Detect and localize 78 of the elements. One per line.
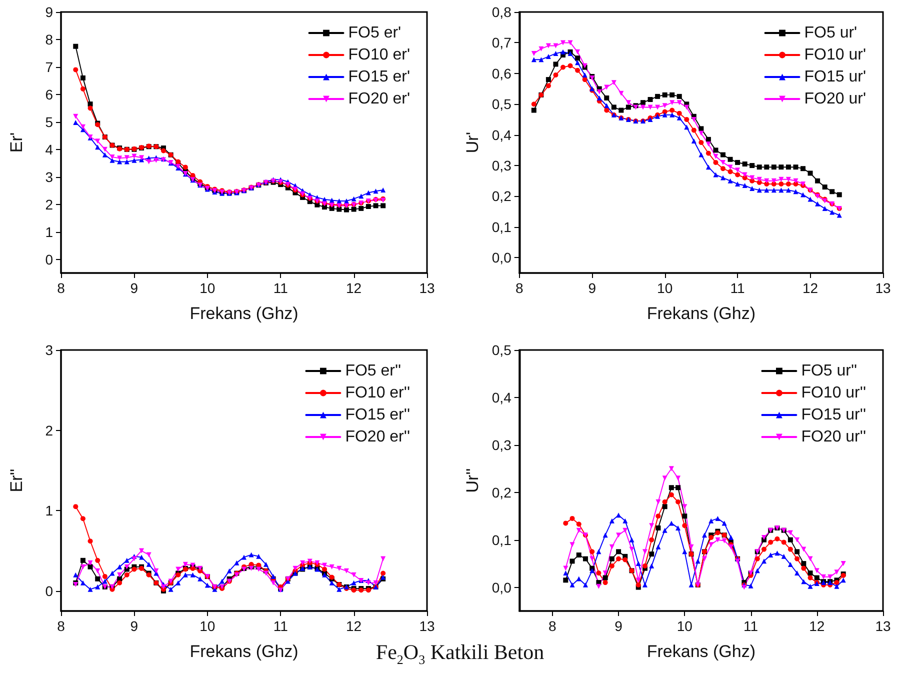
x-tick-label: 13 bbox=[419, 618, 435, 634]
y-tick-label: 7 bbox=[45, 58, 54, 75]
x-tick-label: 10 bbox=[657, 280, 673, 296]
legend-label: FO20 ur'' bbox=[801, 428, 866, 446]
x-tick-label: 9 bbox=[130, 618, 138, 634]
y-tick-label: 8 bbox=[45, 31, 54, 48]
y-tick-label: 0,1 bbox=[492, 218, 512, 235]
x-tick-label: 9 bbox=[588, 280, 596, 296]
legend-label: FO10 ur' bbox=[804, 46, 866, 64]
y-tick-label: 0,2 bbox=[492, 484, 512, 500]
y-tick-label: 2 bbox=[45, 422, 54, 438]
x-tick-label: 11 bbox=[743, 618, 758, 634]
legend-label: FO15 ur'' bbox=[801, 406, 866, 424]
x-tick-label: 12 bbox=[802, 280, 818, 296]
y-tick-label: 5 bbox=[45, 114, 54, 130]
x-tick-label: 11 bbox=[273, 280, 288, 296]
y-tick-label: 0,0 bbox=[492, 579, 512, 596]
y-axis-title: Ur' bbox=[463, 132, 482, 154]
legend-label: FO10 ur'' bbox=[801, 384, 866, 402]
legend-label: FO5 ur'' bbox=[801, 362, 858, 380]
x-tick-label: 11 bbox=[273, 618, 288, 634]
y-tick-label: 0,6 bbox=[492, 65, 512, 82]
x-tick-label: 11 bbox=[730, 280, 746, 296]
legend-label: FO15 er'' bbox=[345, 406, 410, 424]
y-axis-title: Er'' bbox=[7, 468, 26, 492]
y-tick-label: 0,0 bbox=[492, 250, 512, 266]
x-tick-label: 13 bbox=[875, 618, 891, 634]
y-tick-label: 1 bbox=[45, 502, 54, 519]
x-axis-title: Frekans (Ghz) bbox=[646, 642, 756, 661]
y-tick-label: 0,1 bbox=[492, 532, 512, 548]
y-tick-label: 0,8 bbox=[492, 4, 512, 20]
y-tick-label: 0,2 bbox=[492, 188, 512, 204]
legend-label: FO5 er' bbox=[348, 24, 402, 42]
x-axis-title: Frekans (Ghz) bbox=[190, 642, 298, 661]
y-axis-title: Er' bbox=[7, 132, 26, 153]
x-tick-label: 9 bbox=[130, 280, 138, 296]
y-tick-label: 4 bbox=[45, 141, 54, 158]
y-axis-title: Ur'' bbox=[463, 468, 482, 493]
legend-label: FO10 er' bbox=[348, 46, 410, 64]
legend-label: FO15 er' bbox=[348, 68, 410, 86]
y-tick-label: 0,7 bbox=[492, 34, 512, 51]
x-tick-label: 10 bbox=[200, 618, 216, 634]
legend-label: FO5 er'' bbox=[345, 362, 402, 380]
y-tick-label: 0,3 bbox=[492, 436, 512, 453]
x-tick-label: 12 bbox=[346, 280, 362, 296]
x-axis-title: Frekans (Ghz) bbox=[190, 304, 298, 323]
x-tick-label: 12 bbox=[809, 618, 825, 634]
x-axis-title: Frekans (Ghz) bbox=[646, 304, 756, 323]
legend-label: FO20 ur' bbox=[804, 90, 866, 108]
x-tick-label: 8 bbox=[548, 618, 557, 634]
y-tick-label: 0,4 bbox=[492, 126, 512, 143]
legend-label: FO5 ur' bbox=[804, 24, 858, 42]
legend-label: FO15 ur' bbox=[804, 68, 866, 86]
y-tick-label: 2 bbox=[45, 196, 54, 212]
legend-label: FO20 er'' bbox=[345, 428, 410, 446]
y-tick-label: 0 bbox=[45, 251, 54, 268]
y-tick-label: 3 bbox=[45, 168, 54, 185]
y-tick-label: 1 bbox=[45, 224, 54, 240]
x-tick-label: 13 bbox=[875, 280, 891, 296]
x-tick-label: 12 bbox=[346, 618, 362, 634]
legend-label: FO20 er' bbox=[348, 90, 410, 108]
x-tick-label: 8 bbox=[57, 280, 66, 296]
y-tick-label: 0,4 bbox=[492, 389, 512, 406]
x-tick-label: 8 bbox=[57, 618, 66, 634]
x-tick-label: 13 bbox=[419, 280, 435, 296]
legend-label: FO10 er'' bbox=[345, 384, 410, 402]
y-tick-label: 0,5 bbox=[492, 96, 512, 112]
x-tick-label: 10 bbox=[200, 280, 216, 296]
x-tick-label: 8 bbox=[515, 280, 524, 296]
y-tick-label: 3 bbox=[45, 342, 54, 358]
y-tick-label: 0 bbox=[45, 582, 54, 599]
y-tick-label: 6 bbox=[45, 86, 54, 102]
y-tick-label: 9 bbox=[45, 4, 54, 20]
y-tick-label: 0,3 bbox=[492, 158, 512, 174]
x-tick-label: 9 bbox=[614, 618, 623, 634]
x-tick-label: 10 bbox=[676, 618, 693, 634]
text: Fe$_{2}$O$_{3}$ Katkili Beton bbox=[374, 640, 546, 668]
y-tick-label: 0,5 bbox=[492, 342, 512, 358]
